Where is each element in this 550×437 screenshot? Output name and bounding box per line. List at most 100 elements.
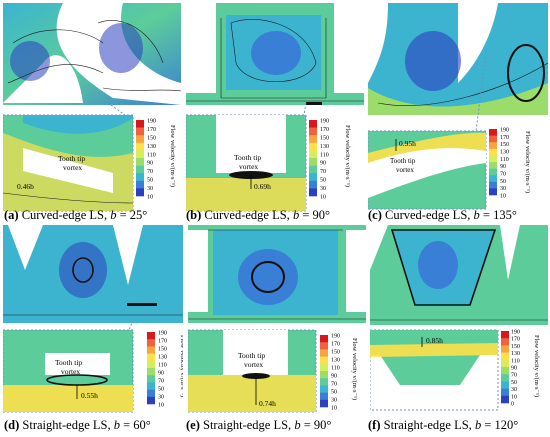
high-velocity-band <box>3 385 133 412</box>
colorbar-swatch <box>489 142 497 150</box>
measure-label: 0.46b <box>17 182 34 191</box>
colorbar-tick: 50 <box>500 179 506 185</box>
caption-d: (d) Straight-edge LS, b = 60° <box>4 418 151 433</box>
colorbar-tick: 0 <box>511 402 514 408</box>
colorbar-swatch <box>501 374 509 382</box>
colorbar-swatch <box>147 353 155 362</box>
tip-label-line2: vortex <box>396 166 414 174</box>
colorbar-tick: 90 <box>511 366 517 372</box>
colorbar-swatch <box>147 389 155 398</box>
colorbar-a: 190 170 150 130 110 90 70 50 30 10 Flow velocity … <box>136 119 176 201</box>
colorbar-tick: 170 <box>158 339 167 345</box>
caption-var: b <box>110 208 117 222</box>
panel-c: 0.95h Tooth tip vortex 190 170 150 130 110 90… <box>368 3 548 231</box>
colorbar-swatch <box>320 356 328 365</box>
tooth-wall <box>113 225 143 285</box>
colorbar-tick: 190 <box>320 119 329 125</box>
colorbar-tick: 110 <box>500 157 509 163</box>
measure-label: 0.95h <box>399 139 416 148</box>
colorbar-tick: 130 <box>158 355 167 361</box>
panel-e-figure: Tooth tip vortex 0.74h 190 170 150 130 110 90… <box>188 225 366 413</box>
colorbar-e: 190 170 150 130 110 90 70 50 30 10 Flow velocity … <box>320 334 358 412</box>
colorbar-swatch <box>136 158 144 166</box>
tooth-wall <box>458 3 498 83</box>
colorbar-tick: 10 <box>158 403 164 409</box>
caption-text: Curved-edge LS, <box>204 208 293 222</box>
caption-angle: = 135° <box>479 208 517 222</box>
colorbar-swatch <box>489 155 497 163</box>
vortex-core <box>238 249 298 305</box>
colorbar-tick: 10 <box>147 195 153 201</box>
panel-b-figure: Tooth tip vortex 0.69h 190 170 150 130 110 90… <box>186 3 364 212</box>
caption-angle: = 90° <box>300 418 332 432</box>
vortex-core <box>10 41 50 81</box>
colorbar-swatch <box>320 342 328 350</box>
colorbar-tick: 190 <box>500 128 509 134</box>
colorbar-tick: 30 <box>331 398 337 404</box>
colorbar-tick: 90 <box>331 374 337 380</box>
colorbar-tick: 110 <box>147 152 156 158</box>
colorbar-swatch <box>136 150 144 159</box>
vortex-core <box>59 242 107 298</box>
high-velocity-band <box>188 375 316 412</box>
tip-label-line1: Tooth tip <box>234 153 261 162</box>
colorbar-swatch <box>501 338 509 346</box>
colorbar-title: Flow velocity v/(m·s⁻¹) <box>351 338 358 400</box>
colorbar-swatch <box>320 378 328 386</box>
colorbar-tick: 70 <box>331 382 337 388</box>
colorbar-tick: 70 <box>511 373 517 379</box>
vortex-ring <box>507 44 545 102</box>
colorbar-title: Flow velocity v/(m·s⁻¹) <box>524 131 531 193</box>
colorbar-d: 190 170 150 130 110 90 70 50 30 10 Flow velocity … <box>147 331 183 409</box>
caption-var: b <box>473 208 480 222</box>
colorbar-tick: 90 <box>320 161 326 167</box>
caption-text: Straight-edge LS, <box>383 418 475 432</box>
panel-e: Tooth tip vortex 0.74h 190 170 150 130 110 90… <box>188 225 366 415</box>
colorbar-swatch <box>309 165 317 174</box>
tooth-wall <box>500 225 520 280</box>
measure-label: 0.55h <box>81 391 98 400</box>
caption-id: (b) <box>186 208 202 222</box>
colorbar-tick: 150 <box>511 344 520 350</box>
colorbar-swatch <box>501 331 509 339</box>
tooth-wall <box>346 230 366 312</box>
caption-id: (f) <box>368 418 381 432</box>
colorbar-swatch <box>489 168 497 176</box>
vortex-core <box>405 31 461 91</box>
caption-angle: = 120° <box>481 418 519 432</box>
colorbar-tick: 90 <box>147 161 153 167</box>
colorbar-tick: 90 <box>158 371 164 377</box>
colorbar-swatch <box>136 165 144 174</box>
colorbar-swatch <box>136 142 144 151</box>
tooth-wall <box>370 225 388 270</box>
colorbar-swatch <box>309 142 317 151</box>
caption-angle: = 25° <box>116 208 148 222</box>
colorbar-tick: 50 <box>158 387 164 393</box>
colorbar-title: Flow velocity v/(m·s⁻¹) <box>344 125 351 187</box>
colorbar-swatch <box>136 127 144 136</box>
colorbar-tick: 170 <box>331 342 340 348</box>
caption-b: (b) Curved-edge LS, b = 90° <box>186 208 330 223</box>
colorbar-swatch <box>320 363 328 372</box>
colorbar-tick: 130 <box>331 358 340 364</box>
colorbar-swatch <box>501 395 509 404</box>
tooth-tip <box>23 148 113 193</box>
colorbar-swatch <box>136 180 144 189</box>
tooth-tip <box>216 115 286 173</box>
colorbar-swatch <box>309 188 317 197</box>
caption-angle: = 60° <box>119 418 151 432</box>
tip-label-line1: Tooth tip <box>58 154 85 163</box>
colorbar-tick: 130 <box>320 144 329 150</box>
colorbar-tick: 10 <box>331 406 337 412</box>
measure-label: 0.85h <box>426 336 443 345</box>
colorbar-swatch <box>136 173 144 182</box>
colorbar-swatch <box>147 360 155 369</box>
colorbar-swatch <box>147 382 155 390</box>
colorbar-tick: 30 <box>320 186 326 192</box>
measure-label: 0.74h <box>259 399 276 408</box>
colorbar-swatch <box>147 375 155 383</box>
colorbar-swatch <box>489 188 497 196</box>
colorbar-tick: 190 <box>158 331 167 337</box>
high-velocity-band <box>370 343 498 357</box>
